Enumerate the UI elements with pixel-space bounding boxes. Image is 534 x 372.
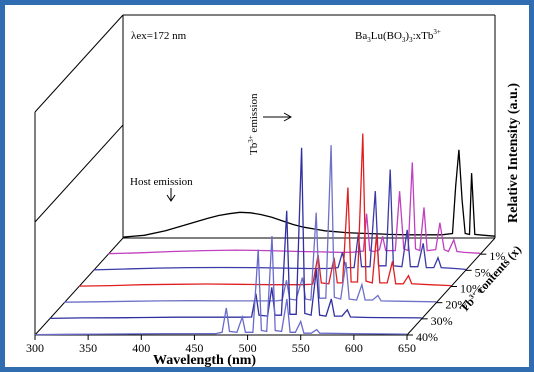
excitation-label: λex=172 nm <box>131 30 187 42</box>
tb-emission-part-1: Tb <box>248 142 260 155</box>
z-label-part-2: 3+ <box>467 290 478 301</box>
x-tick-label: 500 <box>239 341 257 355</box>
z-tick-label: 1% <box>489 249 505 263</box>
x-tick-label: 550 <box>292 341 310 355</box>
tb-emission-part-3: emission <box>248 93 260 135</box>
z-tick-label: 20% <box>445 298 467 312</box>
x-tick-label: 350 <box>79 341 97 355</box>
formula-part-1: Ba <box>355 30 367 42</box>
z-tick-label: 10% <box>460 282 482 296</box>
x-tick-label: 450 <box>185 341 203 355</box>
z-tick-label: 30% <box>431 314 453 328</box>
series-line-40pct <box>34 235 408 336</box>
formula-part-2: 3 <box>367 36 371 44</box>
z-tick-label: 5% <box>475 265 491 279</box>
floor-left-edge <box>34 237 124 336</box>
x-axis-ticks: 300 350 400 450 500 550 600 650 <box>26 335 416 355</box>
y-axis-label: Relative Intensity (a.u.) <box>506 83 521 223</box>
x-tick-label: 600 <box>345 341 363 355</box>
x-axis-label: Wavelength (nm) <box>153 353 256 367</box>
formula-part-7: :xTb <box>413 30 434 42</box>
series-line-10pct <box>78 133 452 287</box>
series-line-30pct <box>49 147 422 320</box>
tb-emission-arrow <box>263 112 293 122</box>
series-line-20pct <box>64 145 437 303</box>
x-tick-label: 400 <box>132 341 150 355</box>
waterfall-chart: 300 350 400 450 500 550 600 650 1% 5% 10% 20% 30% 40… <box>26 14 524 367</box>
tb-emission-label: Tb3+ emission <box>247 93 260 155</box>
formula-part-6: 3 <box>409 36 413 44</box>
host-emission-label: Host emission <box>130 176 193 188</box>
x-tick-label: 650 <box>398 341 416 355</box>
z-axis-ticks: 1% 5% 10% 20% 30% 40% <box>407 249 505 344</box>
formula-part-5: ) <box>405 30 409 42</box>
series-line-0pct <box>122 149 496 238</box>
x-tick-label: 300 <box>26 341 44 355</box>
tb-emission-part-2: 3+ <box>247 135 255 143</box>
z-tick-label: 40% <box>416 330 438 344</box>
spectra-group <box>34 133 496 336</box>
formula-part-8: 3+ <box>433 28 441 36</box>
formula-label: Ba3Lu(BO3)3:xTb3+ <box>355 28 441 44</box>
series-line-1pct <box>108 162 481 255</box>
series-line-5pct <box>93 169 466 271</box>
left-wall-top-edge <box>34 14 124 113</box>
box-frame <box>34 14 496 336</box>
chart-frame: 300 350 400 450 500 550 600 650 1% 5% 10% 20% 30% 40… <box>5 5 529 367</box>
host-emission-arrow <box>166 188 176 202</box>
formula-part-4: 3 <box>402 36 406 44</box>
formula-part-3: Lu(BO <box>371 30 402 42</box>
left-wall-mid <box>34 124 124 223</box>
